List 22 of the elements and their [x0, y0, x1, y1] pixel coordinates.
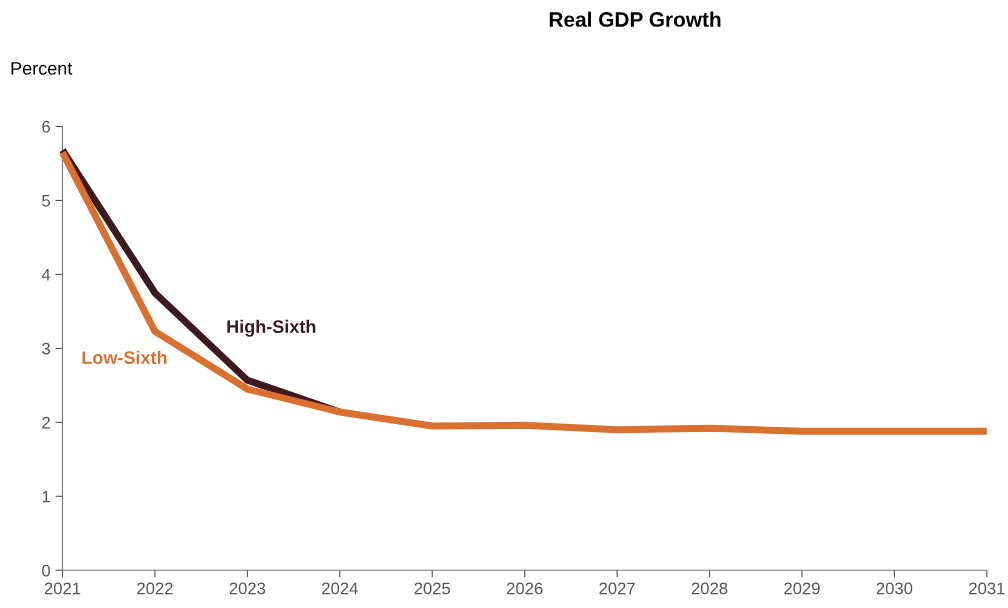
x-tick-label: 2026: [506, 582, 543, 595]
series-label: High-Sixth: [227, 319, 316, 337]
y-tick-label: 0: [42, 564, 51, 577]
y-tick-label: 2: [42, 416, 50, 429]
y-tick-label: 4: [41, 268, 51, 281]
series-label: Low-Sixth: [82, 350, 167, 364]
x-tick-label: 2028: [691, 582, 728, 595]
y-tick-label: 6: [42, 120, 50, 133]
x-tick-label: 2021: [44, 582, 81, 595]
chart-title: Real GDP Growth: [549, 11, 721, 27]
x-tick-label: 2025: [414, 582, 451, 595]
x-tick-label: 2030: [876, 582, 913, 595]
x-tick-label: 2029: [784, 582, 820, 595]
y-tick-label: 1: [42, 490, 50, 503]
x-tick-label: 2024: [322, 582, 358, 595]
x-tick-label: 2031: [969, 582, 1005, 595]
y-axis-title: Percent: [11, 62, 73, 75]
y-tick-label: 5: [42, 195, 50, 207]
y-tick-label: 3: [42, 342, 50, 355]
x-tick-label: 2022: [137, 582, 173, 595]
x-tick-label: 2027: [599, 582, 635, 595]
x-tick-label: 2023: [229, 582, 266, 595]
